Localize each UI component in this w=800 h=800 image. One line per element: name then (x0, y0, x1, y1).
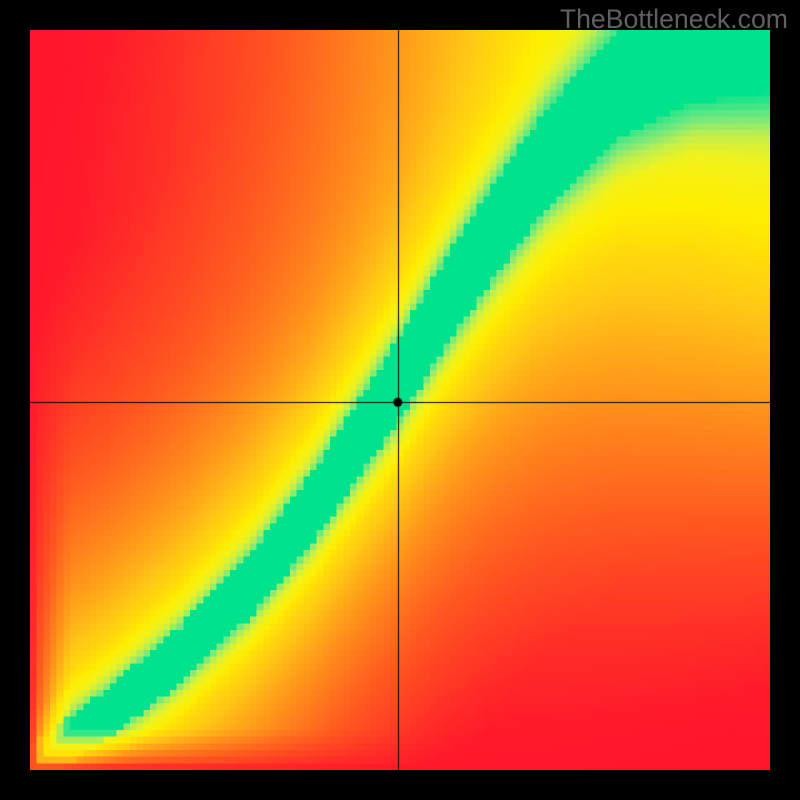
chart-wrapper: TheBottleneck.com (0, 0, 800, 800)
watermark-text: TheBottleneck.com (560, 4, 788, 35)
bottleneck-heatmap (30, 30, 770, 770)
